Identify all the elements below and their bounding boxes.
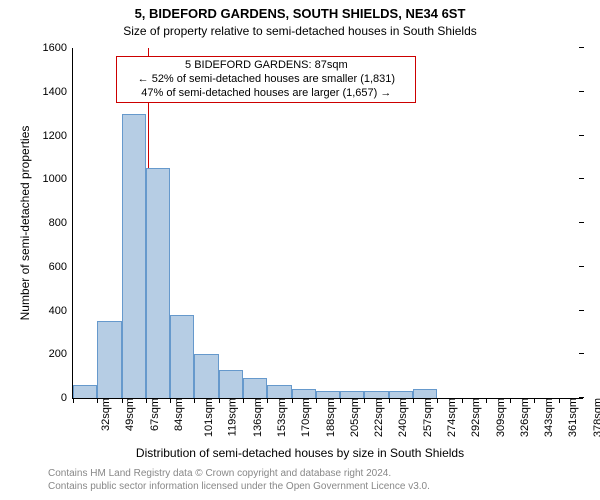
y-tick-mark	[579, 222, 584, 223]
y-tick-mark	[579, 310, 584, 311]
x-tick-mark	[559, 398, 560, 403]
x-tick-mark	[122, 398, 123, 403]
x-tick-label: 240sqm	[394, 398, 410, 437]
attribution-line1: Contains HM Land Registry data © Crown c…	[48, 468, 430, 481]
x-tick-mark	[510, 398, 511, 403]
attribution: Contains HM Land Registry data © Crown c…	[48, 468, 430, 493]
y-tick-mark	[579, 47, 584, 48]
x-tick-label: 343sqm	[539, 398, 555, 437]
x-tick-mark	[243, 398, 244, 403]
x-tick-mark	[486, 398, 487, 403]
histogram-bar	[316, 391, 340, 398]
x-tick-mark	[413, 398, 414, 403]
y-tick-label: 1400	[43, 86, 73, 98]
figure: { "title": { "text": "5, BIDEFORD GARDEN…	[0, 0, 600, 500]
histogram-bar	[340, 391, 364, 398]
x-tick-mark	[73, 398, 74, 403]
histogram-bar	[97, 321, 121, 398]
x-tick-label: 119sqm	[223, 398, 239, 436]
plot-area: 5 BIDEFORD GARDENS: 87sqm ← 52% of semi-…	[72, 48, 583, 399]
histogram-bar	[413, 389, 437, 398]
y-tick-label: 200	[49, 348, 73, 360]
chart-subtitle: Size of property relative to semi-detach…	[0, 24, 600, 38]
x-tick-mark	[534, 398, 535, 403]
x-tick-mark	[364, 398, 365, 403]
histogram-bar	[292, 389, 316, 398]
x-tick-label: 136sqm	[248, 398, 264, 437]
histogram-bar	[243, 378, 267, 398]
x-tick-label: 222sqm	[369, 398, 385, 437]
histogram-bar	[389, 391, 413, 398]
histogram-bar	[170, 315, 194, 398]
histogram-bar	[219, 370, 243, 398]
y-tick-mark	[579, 91, 584, 92]
x-tick-mark	[194, 398, 195, 403]
annotation-line3: 47% of semi-detached houses are larger (…	[121, 87, 411, 101]
x-tick-label: 205sqm	[345, 398, 361, 437]
x-tick-label: 101sqm	[199, 398, 215, 437]
x-tick-label: 326sqm	[515, 398, 531, 437]
x-tick-mark	[389, 398, 390, 403]
x-tick-label: 378sqm	[588, 398, 600, 437]
x-tick-label: 170sqm	[296, 398, 312, 437]
x-tick-label: 67sqm	[145, 398, 161, 431]
y-tick-mark	[579, 397, 584, 398]
x-tick-label: 153sqm	[272, 398, 288, 437]
x-tick-mark	[462, 398, 463, 403]
x-tick-label: 274sqm	[442, 398, 458, 437]
x-tick-mark	[146, 398, 147, 403]
x-tick-label: 257sqm	[418, 398, 434, 437]
annotation-line1: 5 BIDEFORD GARDENS: 87sqm	[121, 59, 411, 73]
annotation-line2: ← 52% of semi-detached houses are smalle…	[121, 73, 411, 87]
y-tick-label: 600	[49, 261, 73, 273]
x-axis-label: Distribution of semi-detached houses by …	[0, 446, 600, 460]
y-tick-mark	[579, 353, 584, 354]
x-tick-mark	[437, 398, 438, 403]
x-tick-label: 361sqm	[564, 398, 580, 437]
x-tick-mark	[267, 398, 268, 403]
x-tick-label: 49sqm	[120, 398, 136, 431]
y-tick-label: 400	[49, 305, 73, 317]
attribution-line2: Contains public sector information licen…	[48, 481, 430, 494]
x-tick-label: 292sqm	[466, 398, 482, 437]
histogram-bar	[122, 114, 146, 398]
histogram-bar	[146, 168, 170, 398]
y-tick-mark	[579, 178, 584, 179]
x-tick-mark	[170, 398, 171, 403]
y-tick-label: 1000	[43, 173, 73, 185]
y-tick-label: 1600	[43, 42, 73, 54]
x-tick-label: 84sqm	[169, 398, 185, 431]
annotation-box: 5 BIDEFORD GARDENS: 87sqm ← 52% of semi-…	[116, 56, 416, 103]
y-axis-label: Number of semi-detached properties	[18, 48, 32, 398]
x-tick-mark	[316, 398, 317, 403]
x-tick-label: 32sqm	[96, 398, 112, 431]
y-tick-label: 1200	[43, 130, 73, 142]
x-tick-mark	[219, 398, 220, 403]
x-tick-mark	[340, 398, 341, 403]
x-tick-mark	[292, 398, 293, 403]
histogram-bar	[73, 385, 97, 398]
histogram-bar	[194, 354, 218, 398]
histogram-bar	[267, 385, 291, 398]
chart-title: 5, BIDEFORD GARDENS, SOUTH SHIELDS, NE34…	[0, 6, 600, 21]
y-tick-label: 0	[61, 392, 73, 404]
y-tick-mark	[579, 135, 584, 136]
x-tick-label: 309sqm	[491, 398, 507, 437]
histogram-bar	[364, 391, 388, 398]
y-tick-label: 800	[49, 217, 73, 229]
x-tick-label: 188sqm	[321, 398, 337, 437]
y-tick-mark	[579, 266, 584, 267]
x-tick-mark	[97, 398, 98, 403]
